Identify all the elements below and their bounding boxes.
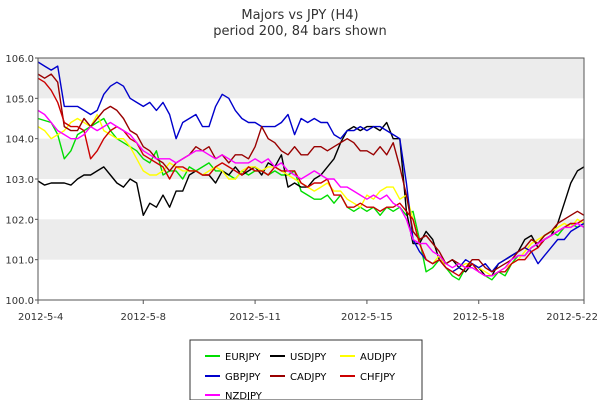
y-axis-ticks: 100.0 101.0 102.0 103.0 104.0 105.0 106.0 bbox=[5, 54, 38, 307]
x-tick-label: 2012-5-8 bbox=[121, 312, 166, 323]
x-tick-label: 2012-5-4 bbox=[18, 312, 63, 323]
legend-label: EURJPY bbox=[225, 352, 261, 363]
y-tick-label: 102.0 bbox=[5, 215, 34, 226]
y-tick-label: 103.0 bbox=[5, 175, 34, 186]
series-line-cadjpy bbox=[37, 73, 585, 273]
series-line-usdjpy bbox=[37, 121, 585, 277]
series-line-nzdjpy bbox=[37, 109, 585, 277]
y-tick-label: 106.0 bbox=[5, 54, 34, 65]
y-tick-label: 101.0 bbox=[5, 256, 34, 267]
x-tick-label: 2012-5-18 bbox=[453, 312, 505, 323]
legend-label: AUDJPY bbox=[360, 352, 398, 363]
x-tick-label: 2012-5-11 bbox=[229, 312, 281, 323]
legend-label: CHFJPY bbox=[360, 372, 396, 383]
grid-band bbox=[38, 58, 584, 99]
legend-label: GBPJPY bbox=[225, 372, 261, 383]
legend: EURJPY USDJPY AUDJPY GBPJPY CADJPY CHFJPY NZDJ… bbox=[189, 339, 423, 402]
series-lines bbox=[37, 61, 585, 281]
legend-label: NZDJPY bbox=[225, 391, 263, 400]
legend-label: CADJPY bbox=[290, 372, 327, 383]
legend-label: USDJPY bbox=[290, 352, 327, 363]
grid-band bbox=[38, 219, 584, 260]
x-tick-label: 2012-5-15 bbox=[341, 312, 393, 323]
legend-box bbox=[189, 339, 423, 401]
grid-bands bbox=[38, 58, 584, 260]
y-tick-label: 104.0 bbox=[5, 135, 34, 146]
x-axis-ticks: 2012-5-4 2012-5-8 2012-5-11 2012-5-15 2012-5… bbox=[18, 300, 598, 323]
y-tick-label: 105.0 bbox=[5, 94, 34, 105]
chart-subtitle: period 200, 84 bars shown bbox=[213, 24, 387, 39]
plot-frame bbox=[37, 57, 585, 301]
y-tick-label: 100.0 bbox=[5, 296, 34, 307]
chart-title: Majors vs JPY (H4) bbox=[241, 8, 358, 23]
x-tick-label: 2012-5-22 bbox=[546, 312, 598, 323]
